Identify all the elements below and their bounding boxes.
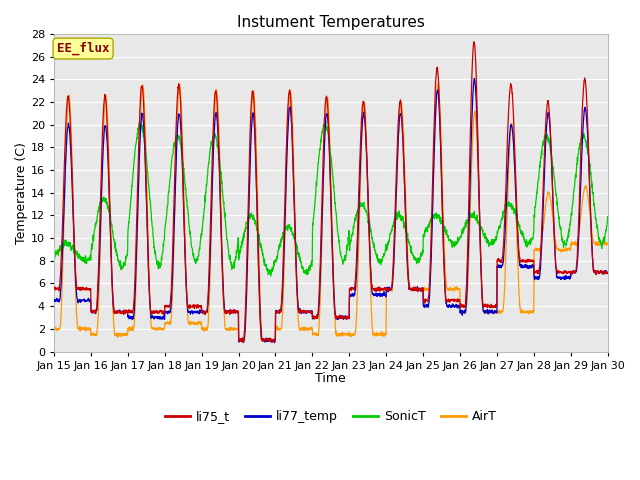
Title: Instument Temperatures: Instument Temperatures (237, 15, 425, 30)
Y-axis label: Temperature (C): Temperature (C) (15, 142, 28, 244)
Text: EE_flux: EE_flux (57, 42, 109, 55)
X-axis label: Time: Time (316, 372, 346, 385)
Legend: li75_t, li77_temp, SonicT, AirT: li75_t, li77_temp, SonicT, AirT (159, 406, 502, 428)
